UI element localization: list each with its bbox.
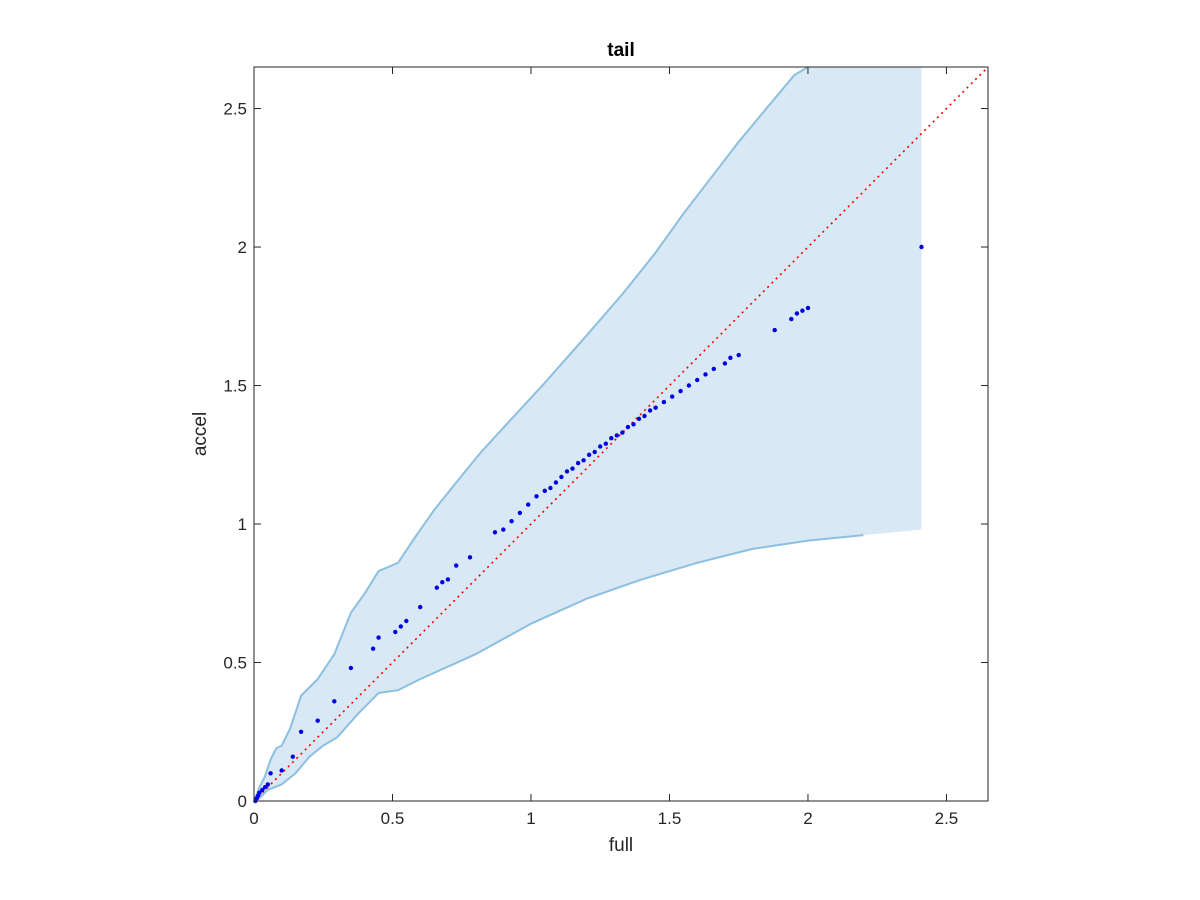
data-point	[686, 383, 692, 388]
data-point	[517, 510, 523, 516]
data-point	[625, 424, 631, 430]
axes-box	[253, 66, 989, 802]
data-point	[703, 372, 708, 377]
data-point	[454, 563, 459, 568]
chart-title: tail	[607, 40, 634, 61]
data-point	[736, 352, 741, 358]
data-point	[586, 452, 592, 457]
data-point	[445, 577, 451, 582]
data-point	[434, 585, 439, 590]
y-ticks-layer: 0 0.5 1 1.5 2 2.5	[223, 100, 988, 811]
data-point	[772, 327, 777, 333]
reference-line-layer	[253, 66, 989, 802]
data-point	[501, 527, 506, 532]
data-point	[678, 388, 683, 394]
data-point	[653, 405, 658, 410]
data-point	[262, 785, 268, 790]
data-point	[728, 355, 733, 360]
data-point	[298, 729, 304, 734]
data-point	[534, 494, 539, 499]
data-point	[695, 377, 700, 383]
data-point	[642, 413, 647, 419]
y-tick-label: 2	[238, 238, 247, 257]
data-point	[404, 618, 409, 624]
data-point	[440, 580, 445, 585]
y-tick-label: 1.5	[223, 377, 247, 396]
data-point	[575, 460, 581, 466]
band-lower-edge	[253, 534, 864, 802]
y-axis-label: accel	[190, 412, 211, 456]
data-point	[265, 782, 270, 787]
y-tick-label: 1	[238, 515, 247, 534]
data-point	[789, 316, 794, 322]
data-point	[398, 624, 403, 629]
data-point	[257, 790, 262, 795]
data-point	[548, 485, 553, 491]
data-point	[636, 416, 642, 421]
data-point	[542, 488, 547, 493]
data-point	[418, 604, 423, 610]
x-tick-label: 1	[526, 809, 535, 828]
data-point	[722, 361, 728, 366]
data-point	[564, 469, 570, 474]
data-point	[332, 699, 337, 704]
data-point	[268, 771, 273, 776]
data-point	[919, 244, 924, 250]
data-point	[609, 436, 614, 441]
data-point	[661, 399, 667, 405]
data-point	[581, 458, 586, 463]
data-point	[260, 787, 265, 793]
data-point	[620, 430, 625, 435]
data-point	[559, 474, 564, 480]
data-point	[805, 305, 811, 311]
x-tick-label: 2	[803, 809, 812, 828]
data-point	[570, 466, 575, 471]
data-point	[592, 449, 597, 455]
data-point	[603, 441, 608, 446]
data-point	[492, 530, 498, 535]
band-upper-edge	[253, 66, 809, 802]
data-point	[670, 394, 675, 399]
data-point	[598, 444, 603, 449]
data-point	[614, 433, 619, 438]
x-tick-label: 1.5	[658, 809, 682, 828]
data-point	[553, 480, 559, 485]
y-tick-label: 0	[238, 792, 247, 811]
data-point	[279, 768, 284, 773]
data-point	[509, 519, 514, 524]
x-tick-label: 0	[249, 809, 258, 828]
data-point	[315, 718, 320, 723]
x-tick-label: 2.5	[935, 809, 959, 828]
data-points-layer	[253, 244, 924, 804]
data-point	[631, 422, 636, 427]
data-point	[376, 635, 381, 640]
data-point	[370, 646, 376, 651]
x-axis-label: full	[609, 835, 633, 856]
data-point	[526, 502, 531, 507]
data-point	[393, 629, 398, 635]
reference-diagonal-line	[253, 66, 989, 802]
data-point	[711, 366, 716, 372]
band-fill	[254, 67, 922, 801]
data-point	[467, 555, 473, 560]
x-tick-label: 0.5	[381, 809, 405, 828]
data-point	[794, 311, 800, 316]
data-point	[647, 408, 653, 413]
y-tick-label: 2.5	[223, 100, 247, 119]
data-point	[800, 308, 805, 313]
data-point	[290, 754, 295, 759]
data-point	[348, 665, 354, 671]
confidence-band-layer	[253, 66, 922, 802]
y-tick-label: 0.5	[223, 654, 247, 673]
x-ticks-layer: 0 0.5 1 1.5 2 2.5	[249, 67, 958, 828]
